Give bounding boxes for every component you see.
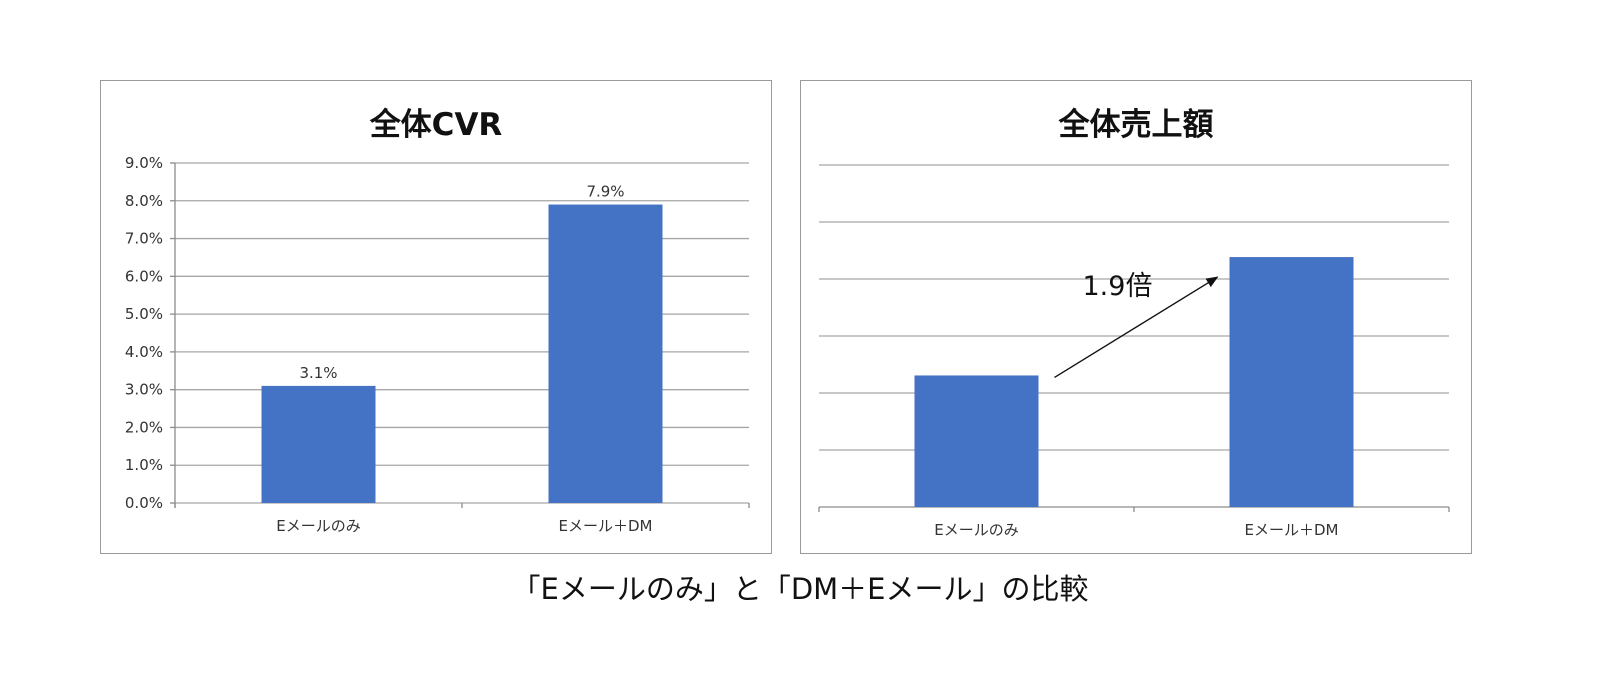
cvr-chart-title: 全体CVR	[369, 107, 503, 143]
cvr-y-tick-label: 4.0%	[125, 343, 163, 361]
cvr-y-tick-label: 5.0%	[125, 305, 163, 323]
sales-chart-title: 全体売上額	[1058, 107, 1214, 143]
cvr-bar	[261, 385, 376, 503]
sales-bar	[914, 375, 1039, 507]
cvr-data-label: 3.1%	[299, 364, 337, 382]
sales-chart-panel: 全体売上額 Eメールのみ Eメール＋DM 1.9倍	[800, 80, 1472, 554]
growth-arrow	[1054, 276, 1219, 379]
sales-chart-svg: Eメールのみ Eメール＋DM 1.9倍	[818, 164, 1450, 539]
cvr-bar	[548, 204, 663, 504]
cvr-category-label: Eメール＋DM	[559, 517, 653, 535]
sales-bar	[1229, 257, 1354, 507]
cvr-y-tick-label: 1.0%	[125, 456, 163, 474]
growth-annotation-label: 1.9倍	[1083, 271, 1153, 302]
sales-category-label: Eメール＋DM	[1245, 521, 1339, 539]
figure-caption: 「Eメールのみ」と「DM＋Eメール」の比較	[511, 572, 1089, 606]
cvr-y-tick-label: 0.0%	[125, 494, 163, 512]
cvr-y-tick-label: 7.0%	[125, 230, 163, 248]
cvr-category-label: Eメールのみ	[276, 517, 360, 535]
cvr-y-tick-label: 9.0%	[125, 154, 163, 172]
cvr-y-tick-label: 2.0%	[125, 418, 163, 436]
cvr-y-tick-label: 6.0%	[125, 267, 163, 285]
cvr-chart-svg: 0.0% 1.0% 2.0% 3.0% 4.0% 5.0% 6.0% 7.0% 8.0% 9.0%…	[125, 154, 750, 535]
cvr-chart-panel: 全体CVR 0.0% 1.0% 2.0% 3.0% 4.0% 5.0% 6.0% 7.0% 8.…	[100, 80, 772, 554]
cvr-y-tick-label: 8.0%	[125, 192, 163, 210]
cvr-data-label: 7.9%	[586, 183, 624, 201]
cvr-y-tick-label: 3.0%	[125, 381, 163, 399]
sales-category-label: Eメールのみ	[934, 521, 1018, 539]
